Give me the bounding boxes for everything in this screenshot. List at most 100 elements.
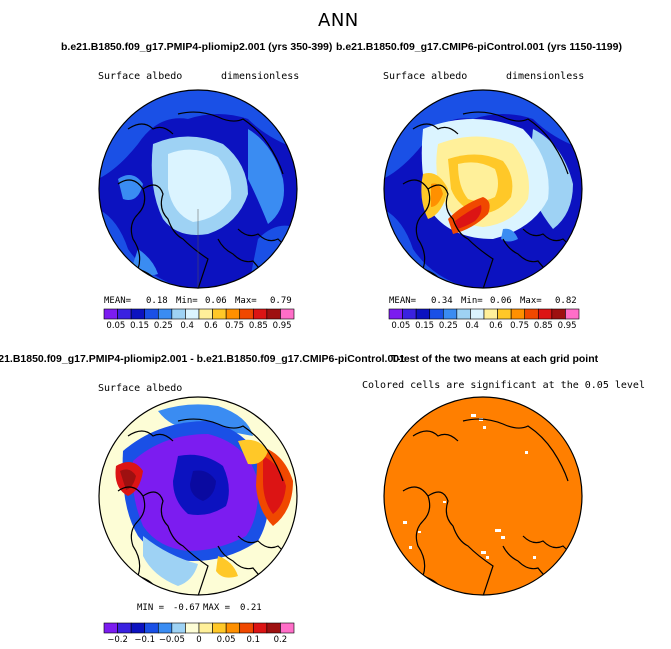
colorbar-tick-label: 0.25 [438, 321, 458, 331]
panel2-mean-label: MEAN= [389, 296, 417, 306]
colorbar-swatch [470, 308, 485, 320]
colorbar-tick-label: 0.05 [106, 321, 126, 331]
colorbar-swatch [252, 622, 268, 634]
colorbar-swatch [171, 308, 186, 320]
colorbar-swatch [239, 622, 254, 634]
colorbar-tick-label: 0.6 [204, 321, 218, 331]
figure-title: ANN [318, 10, 359, 31]
colorbar-swatch [198, 622, 213, 634]
colorbar-swatch [117, 308, 132, 320]
colorbar-tick-label: 0.95 [272, 321, 292, 331]
colorbar-tick-label: 0.25 [153, 321, 173, 331]
colorbar-tick-label: 0.75 [225, 321, 245, 331]
colorbar-tick-label: 0.4 [465, 321, 479, 331]
colorbar-swatch [252, 308, 268, 320]
panel1-colorbar [103, 308, 295, 320]
colorbar-tick-label: 0.85 [533, 321, 553, 331]
panel2-units-label: dimensionless [506, 71, 585, 82]
colorbar-tick-label: 0.6 [489, 321, 503, 331]
colorbar-swatch [524, 308, 539, 320]
panel3-max-value: 0.21 [240, 603, 262, 613]
colorbar-swatch [483, 308, 498, 320]
panel4-significance-map [383, 396, 583, 596]
colorbar-swatch [429, 308, 444, 320]
colorbar-swatch [130, 622, 146, 634]
colorbar-swatch [456, 308, 471, 320]
colorbar-tick-label: −0.1 [134, 635, 156, 645]
colorbar-swatch [442, 308, 458, 320]
colorbar-swatch [225, 622, 241, 634]
panel1-units-label: dimensionless [221, 71, 300, 82]
panel3-variable-label: Surface albedo [98, 383, 183, 394]
colorbar-swatch [117, 622, 132, 634]
panel2-max-label: Max= [520, 296, 542, 306]
panel3-colorbar [103, 622, 295, 634]
colorbar-swatch [239, 308, 254, 320]
panel2-min-label: Min= [461, 296, 483, 306]
colorbar-swatch [171, 622, 186, 634]
panel2-case-title: b.e21.B1850.f09_g17.CMIP6-piControl.001 … [336, 41, 622, 53]
panel2-polar-map [383, 89, 583, 289]
colorbar-swatch [565, 308, 580, 320]
panel3-min-label: MIN = [137, 603, 165, 613]
colorbar-swatch [157, 622, 173, 634]
panel1-mean-label: MEAN= [104, 296, 132, 306]
colorbar-swatch [225, 308, 241, 320]
panel1-mean-value: 0.18 [146, 296, 168, 306]
panel4-subtitle: Colored cells are significant at the 0.0… [362, 380, 645, 391]
colorbar-swatch [144, 308, 159, 320]
colorbar-swatch [551, 308, 566, 320]
panel1-min-value: 0.06 [205, 296, 227, 306]
colorbar-tick-label: 0.95 [557, 321, 577, 331]
panel2-colorbar [388, 308, 580, 320]
panel2-variable-label: Surface albedo [383, 71, 468, 82]
panel1-min-label: Min= [176, 296, 198, 306]
colorbar-tick-label: 0.4 [180, 321, 194, 331]
colorbar-swatch [510, 308, 526, 320]
panel3-polar-map [98, 396, 298, 596]
colorbar-tick-label: 0.15 [415, 321, 435, 331]
colorbar-tick-label: 0.75 [510, 321, 530, 331]
colorbar-swatch [280, 622, 295, 634]
colorbar-swatch [266, 308, 281, 320]
colorbar-swatch [103, 622, 118, 634]
colorbar-tick-label: −0.2 [107, 635, 128, 645]
colorbar-tick-label: 0.85 [248, 321, 268, 331]
colorbar-swatch [388, 308, 403, 320]
colorbar-tick-label: 0.1 [246, 635, 261, 645]
panel1-colorbar-ticks: 0.05 0.15 0.25 0.4 0.6 0.75 0.85 0.95 [104, 321, 294, 333]
colorbar-swatch [157, 308, 173, 320]
colorbar-swatch [212, 308, 227, 320]
panel4-title: T-test of the two means at each grid poi… [391, 353, 599, 365]
colorbar-swatch [185, 622, 200, 634]
colorbar-swatch [212, 622, 227, 634]
colorbar-swatch [280, 308, 295, 320]
colorbar-swatch [497, 308, 512, 320]
panel3-case-title: b.e21.B1850.f09_g17.PMIP4-pliomip2.001 -… [0, 353, 405, 365]
panel1-variable-label: Surface albedo [98, 71, 183, 82]
colorbar-swatch [198, 308, 213, 320]
panel1-max-value: 0.79 [270, 296, 292, 306]
panel2-colorbar-ticks: 0.05 0.15 0.25 0.4 0.6 0.75 0.85 0.95 [389, 321, 579, 333]
colorbar-swatch [537, 308, 553, 320]
colorbar-tick-label: 0 [196, 635, 202, 645]
panel3-colorbar-ticks: −0.2 −0.1 −0.05 0 0.05 0.1 0.2 [104, 635, 294, 647]
colorbar-swatch [415, 308, 431, 320]
colorbar-tick-label: 0.15 [130, 321, 150, 331]
colorbar-swatch [144, 622, 159, 634]
colorbar-swatch [185, 308, 200, 320]
panel1-case-title: b.e21.B1850.f09_g17.PMIP4-pliomip2.001 (… [61, 41, 333, 53]
colorbar-tick-label: 0.05 [391, 321, 411, 331]
panel2-max-value: 0.82 [555, 296, 577, 306]
panel1-max-label: Max= [235, 296, 257, 306]
colorbar-tick-label: −0.05 [158, 635, 185, 645]
panel3-min-value: -0.67 [173, 603, 201, 613]
panel2-mean-value: 0.34 [431, 296, 453, 306]
panel3-max-label: MAX = [203, 603, 231, 613]
colorbar-tick-label: 0.2 [273, 635, 288, 645]
colorbar-swatch [130, 308, 146, 320]
colorbar-swatch [402, 308, 417, 320]
panel2-min-value: 0.06 [490, 296, 512, 306]
colorbar-tick-label: 0.05 [216, 635, 236, 645]
colorbar-swatch [266, 622, 281, 634]
